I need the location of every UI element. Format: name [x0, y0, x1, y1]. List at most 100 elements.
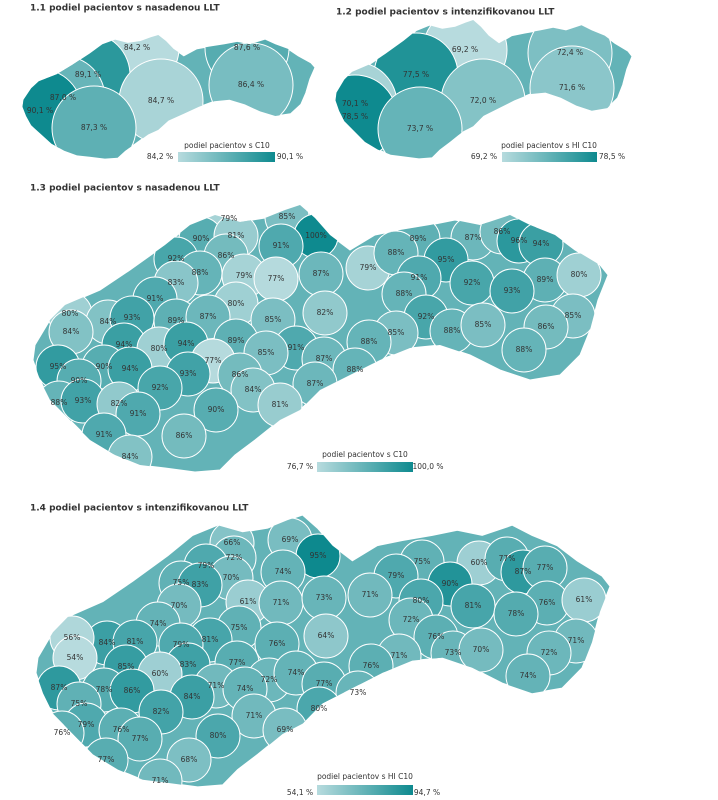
region-label: 72,4 %: [557, 48, 583, 57]
region-label: 68%: [181, 755, 198, 764]
map: 1.4 podiel pacientov s intenzifikovanou …: [30, 504, 611, 797]
legend-max: 94,7 %: [414, 788, 440, 797]
region-label: 77%: [205, 356, 222, 365]
region-label: 92%: [464, 278, 481, 287]
region-label: 86%: [494, 227, 511, 236]
region-label: 77,5 %: [403, 70, 429, 79]
region-label: 70%: [473, 645, 490, 654]
region-label: 84%: [122, 452, 139, 461]
region-label: 73%: [316, 593, 333, 602]
legend-title: podiel pacientov s HI C10: [501, 141, 597, 150]
region-label: 84%: [184, 692, 201, 701]
region-label: 79%: [173, 640, 190, 649]
region-label: 85%: [388, 328, 405, 337]
region-label: 76%: [269, 639, 286, 648]
region-label: 87,3 %: [81, 123, 107, 132]
region-label: 92%: [418, 312, 435, 321]
map: 1.1 podiel pacientov s nasadenou LLT 84,2…: [21, 4, 316, 162]
region-label: 75%: [231, 623, 248, 632]
region-label: 69%: [277, 725, 294, 734]
region-label: 87%: [316, 354, 333, 363]
region-label: 84,7 %: [148, 96, 174, 105]
region-label: 85%: [118, 662, 135, 671]
region-label: 82%: [153, 707, 170, 716]
region-label: 86%: [124, 686, 141, 695]
region-label: 77%: [98, 755, 115, 764]
region-label: 75%: [414, 557, 431, 566]
region-label: 89%: [168, 316, 185, 325]
region-label: 96%: [511, 236, 528, 245]
region-label: 89,1 %: [75, 70, 101, 79]
region: [193, 387, 239, 433]
region-label: 81%: [465, 601, 482, 610]
region-label: 84,2 %: [124, 43, 150, 52]
region-label: 87,0 %: [50, 93, 76, 102]
region-label: 74%: [288, 668, 305, 677]
region-label: 69%: [282, 535, 299, 544]
region-label: 86%: [232, 370, 249, 379]
region-label: 91%: [411, 273, 428, 282]
region-label: 93%: [504, 286, 521, 295]
region-label: 88%: [388, 248, 405, 257]
region-label: 86,4 %: [238, 80, 264, 89]
map-title: 1.3 podiel pacientov s nasadenou LLT: [30, 184, 221, 194]
region-label: 91%: [147, 294, 164, 303]
legend-bar: [178, 152, 275, 162]
region-label: 76%: [539, 598, 556, 607]
region-label: 61%: [576, 595, 593, 604]
region-label: 85%: [279, 212, 296, 221]
region-label: 94%: [116, 340, 133, 349]
region-label: 56%: [64, 633, 81, 642]
map-title: 1.1 podiel pacientov s nasadenou LLT: [30, 4, 221, 14]
region-label: 86%: [538, 322, 555, 331]
region-label: 92%: [168, 254, 185, 263]
region-label: 61%: [240, 597, 257, 606]
region-label: 89%: [537, 275, 554, 284]
region-label: 79%: [78, 720, 95, 729]
region-label: 76%: [428, 632, 445, 641]
region-label: 70%: [171, 601, 188, 610]
region-label: 75%: [71, 699, 88, 708]
region-label: 76%: [54, 728, 71, 737]
region-label: 82%: [317, 308, 334, 317]
region-label: 78,5 %: [342, 112, 368, 121]
region-label: 72%: [261, 675, 278, 684]
region-label: 81%: [202, 635, 219, 644]
region-label: 71%: [152, 776, 169, 785]
region-label: 74%: [520, 671, 537, 680]
region-label: 80%: [571, 270, 588, 279]
region-label: 73%: [445, 648, 462, 657]
region: [51, 85, 137, 159]
region-label: 72%: [226, 553, 243, 562]
region-label: 88%: [361, 337, 378, 346]
region-label: 91%: [273, 241, 290, 250]
region-label: 91%: [96, 430, 113, 439]
region-label: 71%: [273, 598, 290, 607]
region-label: 94%: [122, 364, 139, 373]
region-label: 86%: [218, 251, 235, 260]
legend-max: 78,5 %: [599, 152, 625, 161]
region-label: 71%: [362, 590, 379, 599]
region-label: 93%: [75, 396, 92, 405]
region-label: 88%: [516, 345, 533, 354]
legend-title: podiel pacientov s C10: [322, 450, 408, 459]
region-label: 93%: [124, 313, 141, 322]
region-label: 74%: [237, 684, 254, 693]
region-label: 71,6 %: [559, 83, 585, 92]
region-label: 84%: [245, 385, 262, 394]
region-label: 76%: [113, 725, 130, 734]
region-label: 71%: [208, 681, 225, 690]
region-label: 77%: [229, 658, 246, 667]
legend-max: 90,1 %: [277, 152, 303, 161]
region-label: 90%: [71, 376, 88, 385]
region-label: 73,7 %: [407, 124, 433, 133]
region-label: 74%: [150, 619, 167, 628]
region-label: 94%: [533, 239, 550, 248]
region-label: 78%: [508, 609, 525, 618]
region-label: 72%: [541, 648, 558, 657]
region-label: 77%: [132, 734, 149, 743]
region-label: 90%: [96, 362, 113, 371]
region-label: 90,1 %: [27, 106, 53, 115]
legend-bar: [502, 152, 597, 162]
